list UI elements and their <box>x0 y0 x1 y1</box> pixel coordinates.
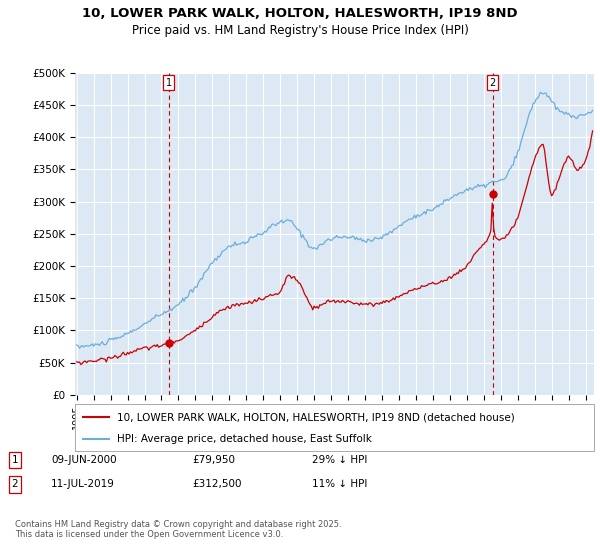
Text: Contains HM Land Registry data © Crown copyright and database right 2025.
This d: Contains HM Land Registry data © Crown c… <box>15 520 341 539</box>
Text: 10, LOWER PARK WALK, HOLTON, HALESWORTH, IP19 8ND (detached house): 10, LOWER PARK WALK, HOLTON, HALESWORTH,… <box>116 412 514 422</box>
Text: Price paid vs. HM Land Registry's House Price Index (HPI): Price paid vs. HM Land Registry's House … <box>131 24 469 36</box>
Text: 29% ↓ HPI: 29% ↓ HPI <box>312 455 367 465</box>
Text: £79,950: £79,950 <box>192 455 235 465</box>
Text: 1: 1 <box>166 78 172 87</box>
Text: HPI: Average price, detached house, East Suffolk: HPI: Average price, detached house, East… <box>116 434 371 444</box>
Text: 1: 1 <box>11 455 19 465</box>
Text: 10, LOWER PARK WALK, HOLTON, HALESWORTH, IP19 8ND: 10, LOWER PARK WALK, HOLTON, HALESWORTH,… <box>82 7 518 20</box>
Text: 09-JUN-2000: 09-JUN-2000 <box>51 455 116 465</box>
Text: £312,500: £312,500 <box>192 479 241 489</box>
Text: 2: 2 <box>490 78 496 87</box>
Text: 11% ↓ HPI: 11% ↓ HPI <box>312 479 367 489</box>
Text: 2: 2 <box>11 479 19 489</box>
Text: 11-JUL-2019: 11-JUL-2019 <box>51 479 115 489</box>
